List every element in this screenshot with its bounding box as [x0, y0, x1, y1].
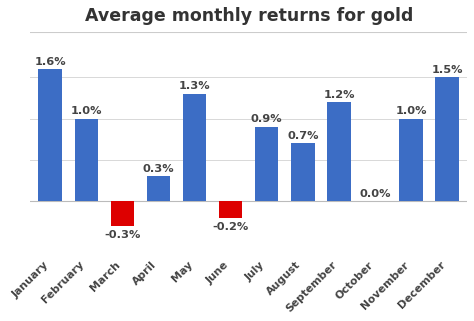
Text: 1.5%: 1.5% — [431, 65, 463, 75]
Bar — [74, 119, 98, 201]
Text: 0.3%: 0.3% — [143, 164, 174, 174]
Text: 1.6%: 1.6% — [35, 57, 66, 67]
Text: 1.0%: 1.0% — [395, 106, 427, 116]
Title: Average monthly returns for gold: Average monthly returns for gold — [84, 7, 413, 25]
Bar — [255, 127, 279, 201]
Bar — [147, 176, 170, 201]
Text: 0.0%: 0.0% — [359, 189, 391, 199]
Text: 1.3%: 1.3% — [179, 82, 210, 91]
Text: -0.2%: -0.2% — [212, 222, 249, 232]
Text: 0.7%: 0.7% — [287, 131, 319, 141]
Bar — [110, 201, 134, 226]
Text: 1.0%: 1.0% — [71, 106, 102, 116]
Bar — [219, 201, 242, 218]
Bar — [183, 94, 206, 201]
Text: -0.3%: -0.3% — [104, 230, 141, 240]
Text: 1.2%: 1.2% — [323, 90, 355, 100]
Bar — [436, 77, 459, 201]
Text: 0.9%: 0.9% — [251, 114, 283, 125]
Bar — [291, 143, 315, 201]
Bar — [327, 102, 351, 201]
Bar — [400, 119, 423, 201]
Bar — [38, 69, 62, 201]
